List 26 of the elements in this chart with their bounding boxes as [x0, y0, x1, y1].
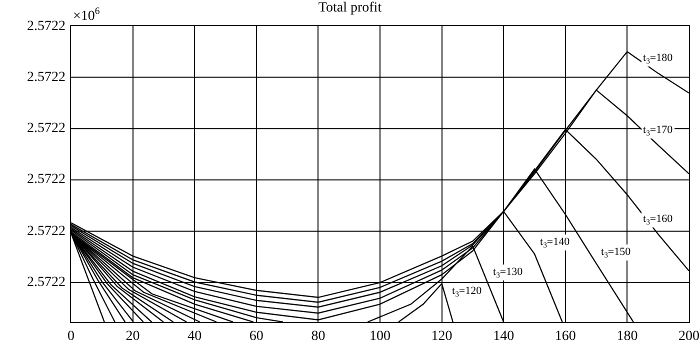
text: 2.5722	[27, 275, 66, 290]
x-tick-label: 20	[126, 328, 140, 344]
text: 2.5722	[27, 121, 66, 136]
x-tick-label: 0	[68, 328, 74, 344]
annotation: t$_{3}$=160	[643, 213, 674, 226]
x-tick-label: 80	[311, 328, 326, 344]
chart-title: Total profit	[318, 0, 382, 16]
x-tick-label: 60	[249, 328, 264, 344]
annotation: t$_{3}$=120	[452, 285, 482, 298]
annotation: t$_{3}$=170	[643, 124, 674, 138]
x-tick-label: 100	[370, 328, 390, 344]
text: ×10$^{6}$	[73, 6, 100, 24]
text: 2.5722	[27, 172, 66, 187]
text: 2.5722	[27, 70, 66, 85]
x-tick-label: 120	[431, 328, 452, 344]
text: 2.5722	[27, 224, 66, 239]
annotation: t$_{3}$=150	[601, 246, 632, 260]
annotation: t$_{3}$=140	[540, 236, 570, 250]
annotation: t$_{3}$=130	[493, 266, 524, 280]
text: 2.5722	[27, 19, 66, 34]
x-tick-label: 180	[616, 328, 638, 344]
annotation: t$_{3}$=180	[643, 52, 674, 66]
x-tick-label: 200	[678, 328, 700, 344]
x-tick-label: 140	[493, 328, 514, 344]
x-tick-label: 40	[188, 328, 202, 344]
x-tick-label: 160	[554, 328, 576, 344]
